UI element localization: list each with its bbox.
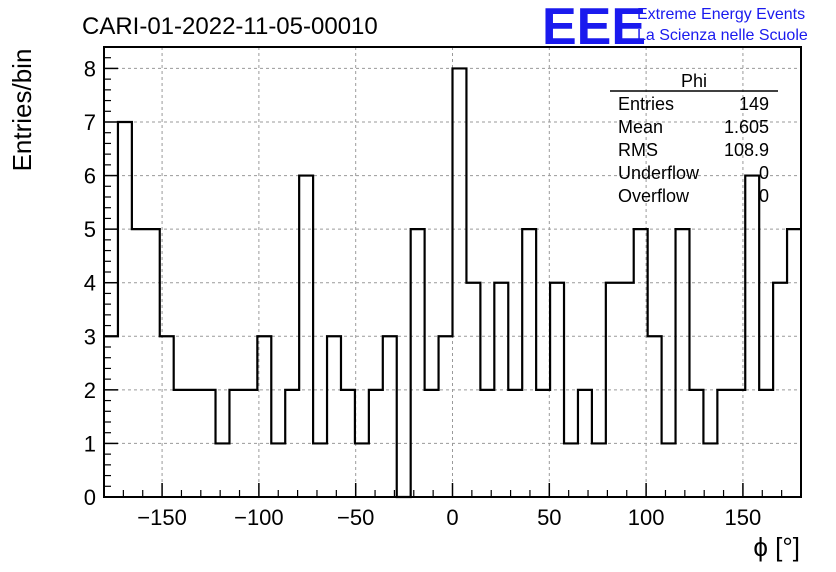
x-tick-label: −150 bbox=[137, 505, 187, 530]
y-tick-label: 3 bbox=[84, 324, 96, 349]
chart-title: CARI-01-2022-11-05-00010 bbox=[82, 13, 378, 40]
stats-row: RMS 108.9 bbox=[618, 140, 769, 160]
histogram-bin bbox=[759, 390, 773, 497]
histogram-bin bbox=[313, 443, 327, 497]
histogram-bin bbox=[550, 283, 564, 497]
x-tick-label: 0 bbox=[446, 505, 458, 530]
histogram-bin bbox=[341, 390, 355, 497]
histogram-bin bbox=[355, 443, 369, 497]
histogram-bin bbox=[703, 443, 717, 497]
histogram-bin bbox=[383, 336, 397, 497]
stats-value: 149 bbox=[739, 94, 769, 114]
x-axis-title: ϕ [°] bbox=[753, 532, 800, 562]
histogram-bin bbox=[508, 390, 522, 497]
histogram-bin bbox=[216, 443, 230, 497]
stats-row: Underflow 0 bbox=[618, 163, 769, 183]
x-tick-label: −50 bbox=[337, 505, 374, 530]
y-axis-title: Entries/bin bbox=[7, 49, 37, 172]
y-axis: 0 1 2 3 4 5 6 7 8 bbox=[84, 56, 118, 510]
histogram-bin bbox=[494, 283, 508, 497]
histogram-bin bbox=[453, 68, 467, 497]
x-tick-label: 150 bbox=[725, 505, 762, 530]
y-tick-label: 0 bbox=[84, 485, 96, 510]
histogram-bin bbox=[299, 176, 313, 497]
x-tick-label: 50 bbox=[537, 505, 561, 530]
histogram-bin bbox=[787, 229, 801, 497]
stats-value: 108.9 bbox=[724, 140, 769, 160]
stats-label: Mean bbox=[618, 117, 663, 137]
stats-box: Phi Entries 149 Mean 1.605 RMS 108.9 Und… bbox=[610, 71, 778, 206]
histogram-bin bbox=[620, 283, 634, 497]
histogram-bin bbox=[271, 443, 285, 497]
stats-row: Entries 149 bbox=[618, 94, 769, 114]
stats-title: Phi bbox=[681, 71, 707, 91]
stats-value: 0 bbox=[759, 186, 769, 206]
stats-label: Entries bbox=[618, 94, 674, 114]
histogram-bin bbox=[648, 336, 662, 497]
y-tick-label: 6 bbox=[84, 164, 96, 189]
histogram-bin bbox=[411, 229, 425, 497]
y-tick-label: 2 bbox=[84, 378, 96, 403]
histogram-bin bbox=[104, 336, 118, 497]
histogram-bin bbox=[731, 390, 745, 497]
histogram-bin bbox=[717, 390, 731, 497]
histogram-bin bbox=[662, 443, 676, 497]
histogram-bin bbox=[439, 336, 453, 497]
y-tick-label: 7 bbox=[84, 110, 96, 135]
histogram-bin bbox=[578, 390, 592, 497]
stats-row: Mean 1.605 bbox=[618, 117, 769, 137]
histogram-bin bbox=[466, 283, 480, 497]
histogram-bin bbox=[229, 390, 243, 497]
histogram-bin bbox=[745, 176, 759, 497]
y-tick-label: 5 bbox=[84, 217, 96, 242]
histogram-bin bbox=[146, 229, 160, 497]
stats-label: Overflow bbox=[618, 186, 690, 206]
histogram-bin bbox=[188, 390, 202, 497]
histogram-bin bbox=[425, 390, 439, 497]
x-axis: −150 −100 −50 0 50 100 150 bbox=[122, 483, 783, 530]
stats-label: RMS bbox=[618, 140, 658, 160]
y-tick-label: 1 bbox=[84, 431, 96, 456]
logo-line2: La Scienza nelle Scuole bbox=[637, 27, 808, 44]
histogram-bin bbox=[257, 336, 271, 497]
histogram-bin bbox=[243, 390, 257, 497]
histogram-line bbox=[104, 67, 801, 499]
histogram-bin bbox=[564, 443, 578, 497]
histogram-bin bbox=[285, 390, 299, 497]
histogram-bin bbox=[689, 390, 703, 497]
stats-value: 1.605 bbox=[724, 117, 769, 137]
y-tick-label: 4 bbox=[84, 271, 96, 296]
stats-value: 0 bbox=[759, 163, 769, 183]
histogram-bin bbox=[676, 229, 690, 497]
histogram-bin bbox=[522, 229, 536, 497]
y-tick-label: 8 bbox=[84, 56, 96, 81]
histogram-bin bbox=[369, 390, 383, 497]
eee-logo: EEE Extreme Energy Events La Scienza nel… bbox=[542, 0, 808, 56]
histogram-bin bbox=[132, 229, 146, 497]
plot-frame bbox=[103, 46, 802, 498]
histogram-bin bbox=[174, 390, 188, 497]
histogram-bin bbox=[592, 443, 606, 497]
histogram-bin bbox=[480, 390, 494, 497]
histogram-bin bbox=[327, 336, 341, 497]
histogram-bin bbox=[773, 283, 787, 497]
histogram-bin bbox=[634, 229, 648, 497]
stats-label: Underflow bbox=[618, 163, 700, 183]
histogram-bin bbox=[606, 283, 620, 497]
histogram-bin bbox=[118, 122, 132, 497]
stats-row: Overflow 0 bbox=[618, 186, 769, 206]
histogram-bin bbox=[536, 390, 550, 497]
logo-line1: Extreme Energy Events bbox=[637, 6, 805, 23]
x-tick-label: −100 bbox=[234, 505, 284, 530]
histogram-bin bbox=[202, 390, 216, 497]
x-tick-label: 100 bbox=[628, 505, 665, 530]
histogram-bin bbox=[160, 336, 174, 497]
